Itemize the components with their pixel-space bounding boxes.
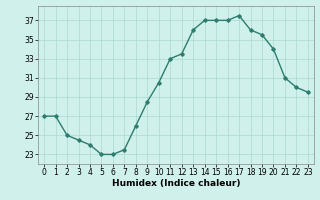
X-axis label: Humidex (Indice chaleur): Humidex (Indice chaleur) xyxy=(112,179,240,188)
